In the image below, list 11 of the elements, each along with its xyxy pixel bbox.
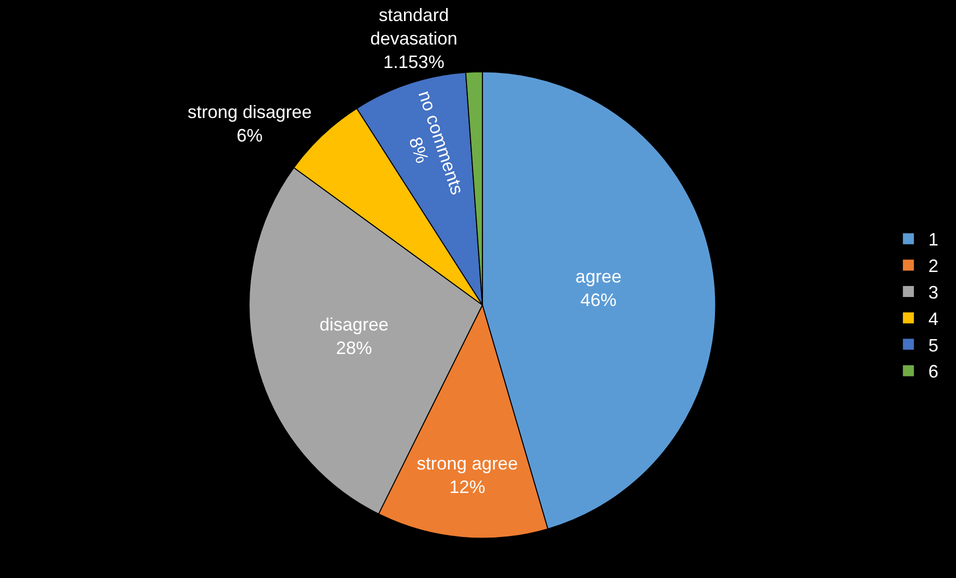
legend-label: 2: [928, 256, 938, 276]
data-label: standard devasation 1.153%: [370, 5, 458, 72]
legend-label: 3: [928, 282, 938, 303]
data-label: agree 46%: [575, 266, 622, 310]
data-label: strong disagree 6%: [188, 102, 312, 146]
data-label: disagree 28%: [319, 314, 388, 358]
data-label: strong agree 12%: [416, 454, 518, 498]
legend-label: 1: [928, 230, 938, 250]
legend-label: 6: [928, 362, 938, 382]
legend-label: 5: [928, 335, 938, 356]
legend-label: 4: [928, 308, 938, 329]
